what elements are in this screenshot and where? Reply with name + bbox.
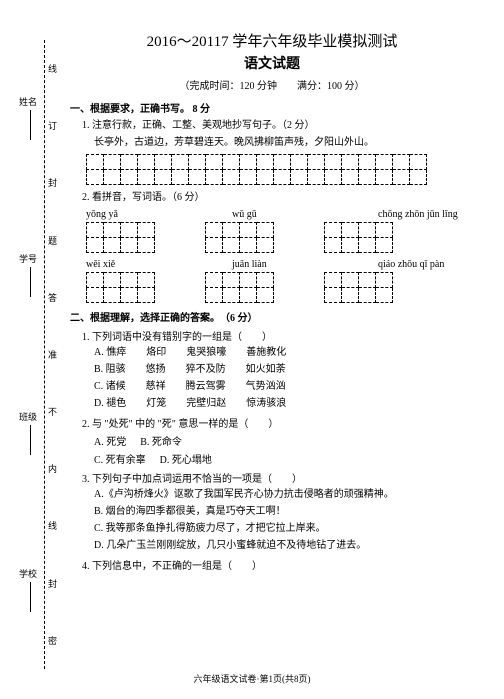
q2-1-stem: 1. 下列词语中没有错别字的一组是（ ） [82, 328, 474, 343]
pinyin-5: juān liàn [232, 259, 328, 270]
q1-prompt: 1. 注意行款，正确、工整、美观地抄写句子。（2 分） [82, 119, 474, 133]
title-sub: 语文试题 [70, 53, 474, 73]
pinyin-row-1: yōng yǎ wǔ gū chōng zhōn jūn lǐng [86, 209, 474, 220]
q2-3-C: C. 我等那条鱼挣扎得筋疲力尽了，才把它拉上岸来。 [94, 522, 474, 536]
q2-2-row2: C. 死有余辜 D. 死心塌地 [94, 451, 474, 466]
small-grid [324, 272, 393, 303]
title-main: 2016～20117 学年六年级毕业模拟测试 [70, 30, 474, 51]
q2-1-A: A. 憔瘁 烙印 鬼哭狼嚎 善施教化 [94, 346, 474, 360]
q2-3-B: B. 烟台的海四季都很美，真是巧夺天工啊！ [94, 505, 474, 519]
q2-prompt: 2. 看拼音，写词语。（6 分） [82, 191, 474, 205]
q2-3-A: A.《卢沟桥烽火》讴歌了我国军民齐心协力抗击侵略者的顽强精神。 [94, 488, 474, 502]
pinyin-1: yōng yǎ [86, 209, 182, 220]
pinyin-4: wēi xiě [86, 259, 182, 270]
q2-2-stem: 2. 与 "处死" 中的 "死" 意思一样的是（ ） [82, 415, 474, 430]
section1-heading: 一、根据要求，正确书写。 8 分 [70, 100, 474, 115]
small-grid-row-1 [86, 222, 474, 253]
section2-heading: 二、根据理解，选择正确的答案。 （6 分） [70, 309, 474, 324]
q2-3-D: D. 几朵广玉兰刚刚绽放，几只小蜜蜂就迫不及待地钻了进去。 [94, 539, 474, 553]
copy-grid [86, 154, 474, 185]
q2-2-D: D. 死心塌地 [160, 451, 212, 466]
small-grid [86, 222, 155, 253]
page-footer: 六年级语文试卷·第1页(共8页) [0, 672, 504, 685]
q2-2-A: A. 死党 [94, 433, 126, 448]
q2-3-stem: 3. 下列句子中加点词运用不恰当的一项是（ ） [82, 470, 474, 485]
pinyin-3: chōng zhōn jūn lǐng [378, 209, 474, 220]
pinyin-6: qiáo zhōu qǐ pàn [378, 259, 474, 270]
exam-meta: （完成时间：120 分钟 满分：100 分） [70, 77, 474, 92]
q2-4-stem: 4. 下列信息中，不正确的一组是（ ） [82, 557, 474, 572]
copy-grid-table [86, 154, 427, 185]
q1-text: 长亭外，古道边，芳草碧连天。晚风拂柳笛声残，夕阳山外山。 [94, 136, 474, 150]
small-grid-row-2 [86, 272, 474, 303]
q2-1-D: D. 褪色 灯笼 完壁归赵 惊涛骇浪 [94, 397, 474, 411]
small-grid [86, 272, 155, 303]
q2-1-C: C. 诸候 慈祥 腾云驾雾 气势汹汹 [94, 380, 474, 394]
q2-2-B: B. 死命令 [140, 433, 182, 448]
small-grid [324, 222, 393, 253]
pinyin-2: wǔ gū [232, 209, 328, 220]
pinyin-row-2: wēi xiě juān liàn qiáo zhōu qǐ pàn [86, 259, 474, 270]
small-grid [205, 272, 274, 303]
q2-2-C: C. 死有余辜 [94, 451, 146, 466]
q2-1-B: B. 阻骇 悠扬 猝不及防 如火如荼 [94, 363, 474, 377]
q2-2-row1: A. 死党 B. 死命令 [94, 433, 474, 448]
small-grid [205, 222, 274, 253]
page-content: 2016～20117 学年六年级毕业模拟测试 语文试题 （完成时间：120 分钟… [0, 0, 504, 699]
